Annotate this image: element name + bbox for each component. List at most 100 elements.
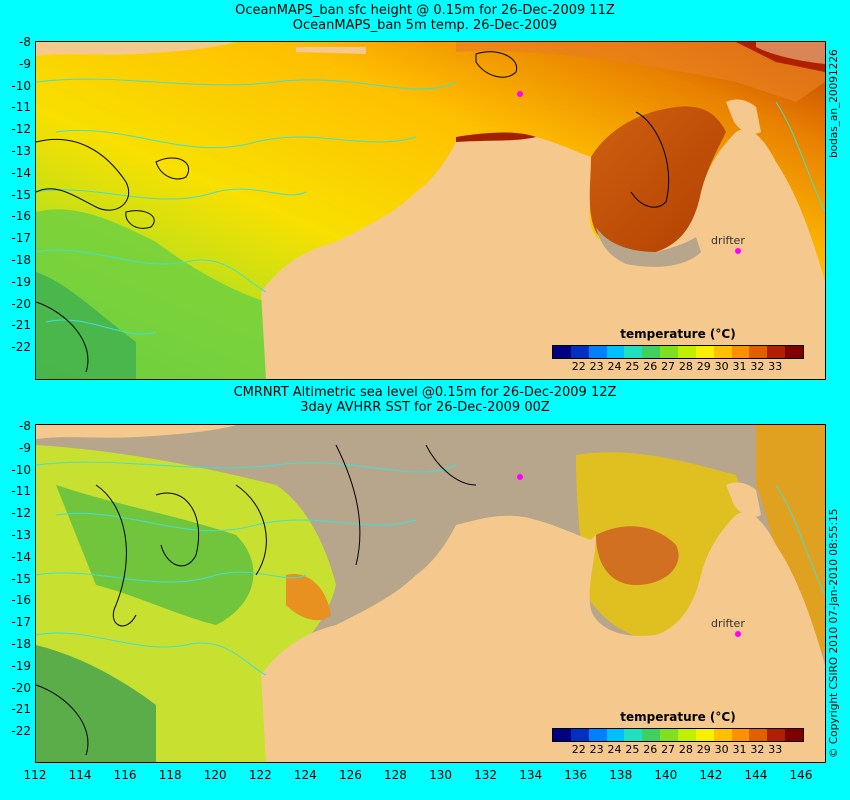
latitude-tick-label: -17 bbox=[11, 615, 31, 630]
top-legend: temperature (°C) 22 23 24 25 26 27 28 29 30 31 32 3… bbox=[552, 327, 804, 373]
latitude-tick-label: -11 bbox=[11, 484, 31, 499]
legend-color-swatch bbox=[749, 346, 768, 358]
longitude-tick-label: 132 bbox=[474, 768, 498, 782]
latitude-tick-label: -10 bbox=[11, 462, 31, 477]
latitude-tick-label: -15 bbox=[11, 571, 31, 586]
legend-tick-label: 27 bbox=[661, 360, 676, 373]
top-australia-land bbox=[261, 129, 825, 379]
legend-color-swatch bbox=[660, 729, 679, 741]
longitude-tick-label: 134 bbox=[519, 768, 543, 782]
legend-color-swatch bbox=[767, 729, 786, 741]
longitude-tick-label: 116 bbox=[113, 768, 137, 782]
bottom-drifter-marker-1[interactable] bbox=[517, 474, 523, 480]
latitude-tick-label: -19 bbox=[11, 658, 31, 673]
legend-tick-label: 24 bbox=[607, 360, 622, 373]
legend-tick-label: 23 bbox=[589, 743, 604, 756]
top-map-panel[interactable]: drifter temperature (°C) 22 23 24 25 26 27 28 2… bbox=[35, 41, 826, 380]
legend-color-swatch bbox=[553, 729, 571, 741]
legend-tick-label: 28 bbox=[678, 743, 693, 756]
latitude-tick-label: -16 bbox=[11, 209, 31, 224]
legend-color-swatch bbox=[570, 346, 589, 358]
latitude-tick-label: -9 bbox=[19, 440, 31, 455]
legend-tick-label: 30 bbox=[714, 743, 729, 756]
top-map-svg bbox=[36, 42, 825, 379]
latitude-tick-label: -16 bbox=[11, 593, 31, 608]
bottom-panel-title-line1: CMRNRT Altimetric sea level @0.15m for 2… bbox=[233, 385, 617, 400]
legend-tick-label: 31 bbox=[732, 360, 747, 373]
longitude-tick-label: 146 bbox=[789, 768, 813, 782]
latitude-tick-label: -20 bbox=[11, 680, 31, 695]
top-panel-title-line2: OceanMAPS_ban 5m temp. 26-Dec-2009 bbox=[292, 18, 558, 33]
top-legend-ticks: 22 23 24 25 26 27 28 29 30 31 32 33 bbox=[552, 359, 804, 373]
bottom-legend-colorbar bbox=[552, 728, 804, 742]
legend-tick-label: 32 bbox=[750, 743, 765, 756]
legend-tick-label: 32 bbox=[750, 360, 765, 373]
latitude-tick-label: -21 bbox=[11, 318, 31, 333]
bottom-indonesia-islands bbox=[36, 425, 236, 439]
legend-color-swatch bbox=[678, 729, 696, 741]
top-black-contours bbox=[36, 51, 670, 373]
legend-color-swatch bbox=[731, 729, 750, 741]
longitude-tick-label: 118 bbox=[158, 768, 182, 782]
top-side-label: bodas_an_20091226 bbox=[828, 49, 840, 158]
bottom-legend-ticks: 22 23 24 25 26 27 28 29 30 31 32 33 bbox=[552, 742, 804, 756]
legend-color-swatch bbox=[642, 729, 661, 741]
latitude-tick-label: -14 bbox=[11, 165, 31, 180]
latitude-tick-label: -19 bbox=[11, 274, 31, 289]
bottom-drifter-marker-2[interactable] bbox=[735, 631, 741, 637]
latitude-tick-label: -9 bbox=[19, 56, 31, 71]
latitude-tick-label: -11 bbox=[11, 100, 31, 115]
latitude-tick-label: -21 bbox=[11, 702, 31, 717]
latitude-tick-label: -15 bbox=[11, 187, 31, 202]
top-drifter-marker-2[interactable] bbox=[735, 248, 741, 254]
legend-tick-label: 33 bbox=[768, 743, 783, 756]
longitude-tick-label: 122 bbox=[248, 768, 272, 782]
longitude-tick-label: 128 bbox=[384, 768, 407, 782]
top-panel-title-line1: OceanMAPS_ban sfc height @ 0.15m for 26-… bbox=[235, 3, 615, 18]
latitude-tick-label: -22 bbox=[11, 340, 31, 355]
legend-tick-label: 25 bbox=[625, 360, 640, 373]
legend-tick-label: 23 bbox=[589, 360, 604, 373]
legend-color-swatch bbox=[713, 729, 732, 741]
top-cyan-contours bbox=[36, 78, 825, 335]
legend-tick-label: 28 bbox=[678, 360, 693, 373]
legend-color-swatch bbox=[749, 729, 768, 741]
latitude-tick-label: -17 bbox=[11, 231, 31, 246]
legend-tick-label: 33 bbox=[768, 360, 783, 373]
legend-tick-label: 24 bbox=[607, 743, 622, 756]
latitude-tick-label: -13 bbox=[11, 144, 31, 158]
legend-tick-label: 27 bbox=[661, 743, 676, 756]
legend-color-swatch bbox=[642, 346, 661, 358]
bottom-sst-field-coral bbox=[756, 425, 825, 655]
bottom-map-panel[interactable]: drifter temperature (°C) 22 23 24 25 26 27 28 2… bbox=[35, 424, 826, 763]
legend-color-swatch bbox=[731, 346, 750, 358]
longitude-tick-label: 140 bbox=[654, 768, 678, 782]
legend-tick-label: 29 bbox=[696, 360, 711, 373]
latitude-tick-label: -13 bbox=[11, 528, 31, 542]
legend-color-swatch bbox=[624, 346, 643, 358]
latitude-tick-label: -8 bbox=[19, 35, 31, 49]
top-drifter-label: drifter bbox=[711, 234, 745, 247]
legend-color-swatch bbox=[606, 346, 625, 358]
top-drifter-marker-1[interactable] bbox=[517, 91, 523, 97]
legend-color-swatch bbox=[695, 346, 714, 358]
legend-color-swatch bbox=[695, 729, 714, 741]
bottom-legend-title: temperature (°C) bbox=[620, 710, 736, 724]
longitude-tick-label: 120 bbox=[203, 768, 227, 782]
longitude-tick-label: 130 bbox=[429, 768, 452, 782]
longitude-tick-label: 112 bbox=[23, 768, 47, 782]
latitude-tick-label: -20 bbox=[11, 296, 31, 311]
legend-tick-label: 22 bbox=[571, 743, 586, 756]
legend-color-swatch bbox=[785, 346, 804, 358]
top-legend-colorbar bbox=[552, 345, 804, 359]
legend-color-swatch bbox=[624, 729, 643, 741]
top-gulf-field bbox=[589, 106, 726, 254]
legend-tick-label: 30 bbox=[714, 360, 729, 373]
bottom-drifter-label: drifter bbox=[711, 617, 745, 630]
top-indonesia-islands bbox=[36, 42, 236, 56]
bottom-legend: temperature (°C) 22 23 24 25 26 27 28 29 30 31 32 3… bbox=[552, 710, 804, 756]
legend-color-swatch bbox=[660, 346, 679, 358]
latitude-tick-label: -12 bbox=[11, 122, 31, 137]
bottom-black-contours bbox=[36, 444, 477, 756]
legend-tick-label: 31 bbox=[732, 743, 747, 756]
